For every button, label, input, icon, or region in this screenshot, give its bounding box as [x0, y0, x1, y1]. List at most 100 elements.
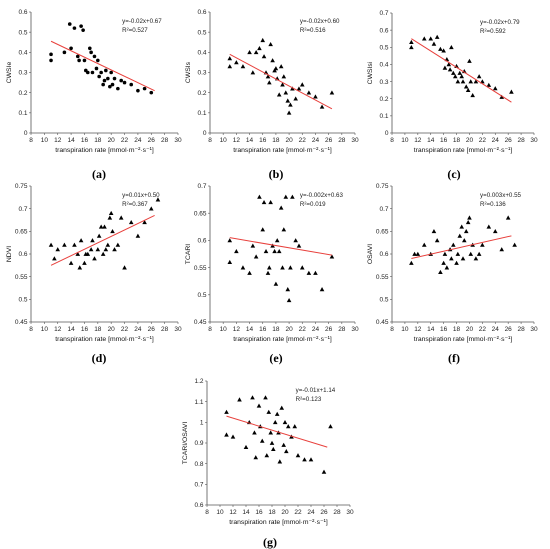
data-point [296, 243, 302, 248]
y-tick-label: 0.7 [194, 482, 203, 489]
y-tick-label: 0.5 [197, 29, 206, 36]
x-tick-label: 10 [41, 326, 49, 333]
y-tick-label: 0.5 [379, 44, 388, 51]
data-point [476, 251, 482, 256]
data-point [102, 78, 107, 83]
x-tick-label: 10 [216, 509, 224, 516]
data-point [257, 46, 262, 51]
data-point [473, 79, 479, 84]
regression-equation: y=-0.01x+1.14 [296, 387, 336, 394]
data-point [286, 297, 292, 303]
data-point [452, 74, 458, 79]
data-point [283, 194, 289, 199]
x-tick-label: 30 [351, 326, 359, 333]
x-tick-label: 8 [390, 326, 394, 333]
data-point [227, 259, 233, 264]
data-point [49, 52, 53, 57]
y-tick-label: 0.45 [15, 319, 28, 326]
x-tick-label: 24 [307, 509, 315, 516]
panel-b: 8 10 12 14 16 18 20 22 24 26 28 30 0 0.1 0.2 0.3 0.4 0.5 0… [185, 9, 359, 181]
data-point [55, 247, 61, 252]
y-tick-label: 0.4 [18, 50, 27, 57]
x-tick-label: 20 [466, 326, 474, 333]
data-point [259, 438, 265, 443]
y-tick-label: 0.55 [376, 274, 389, 281]
data-point [465, 219, 471, 225]
data-point [467, 58, 472, 63]
data-point [329, 254, 335, 259]
panel-e: 8 10 12 14 16 18 20 22 24 26 28 30 0.45 0.5 0.55 0.6 0.6… [185, 183, 359, 365]
y-tick-label: 0.45 [194, 319, 207, 326]
data-point [512, 242, 517, 247]
data-point [285, 98, 291, 103]
x-tick-label: 18 [268, 509, 276, 516]
data-point [104, 68, 108, 73]
data-point [271, 446, 276, 452]
y-tick-label: 0.8 [194, 461, 203, 468]
x-tick-label: 10 [401, 137, 409, 144]
panel-label: (b) [269, 167, 284, 181]
data-point [129, 82, 134, 87]
data-point [285, 287, 291, 292]
x-tick-label: 14 [427, 137, 435, 144]
data-point [282, 420, 288, 425]
data-point [250, 243, 256, 248]
x-tick-label: 20 [285, 137, 293, 144]
y-tick-label: 0 [385, 130, 389, 137]
regression-line [229, 53, 333, 110]
data-point [274, 238, 280, 243]
data-point [99, 70, 103, 75]
data-point [52, 256, 57, 261]
x-tick-label: 24 [492, 137, 500, 144]
y-tick-label: 1.2 [194, 378, 203, 385]
data-point [265, 270, 271, 275]
x-tick-label: 16 [81, 137, 89, 144]
data-point [459, 74, 465, 79]
data-point [476, 74, 482, 79]
x-tick-label: 14 [427, 326, 435, 333]
x-tick-label: 28 [338, 326, 346, 333]
x-tick-label: 30 [530, 137, 538, 144]
y-tick-label: 0.6 [18, 251, 27, 258]
y-tick-label: 0.65 [194, 210, 207, 217]
data-point [68, 260, 74, 265]
data-point [499, 94, 505, 99]
data-point [492, 229, 498, 234]
data-point [457, 70, 463, 75]
data-point [455, 79, 461, 84]
y-axis-title: NDVI [6, 246, 13, 262]
y-tick-label: 0.5 [18, 297, 27, 304]
data-point [260, 227, 266, 232]
x-tick-label: 28 [161, 326, 169, 333]
data-point [277, 459, 283, 464]
x-tick-label: 20 [108, 137, 116, 144]
x-tick-label: 24 [134, 137, 142, 144]
panel-d: 8 10 12 14 16 18 20 22 24 26 28 30 0.45 0.5 0.55 0.6 0.6… [6, 183, 182, 365]
data-point [253, 50, 259, 55]
x-tick-label: 12 [54, 326, 62, 333]
data-point [468, 251, 474, 256]
regression-equation: y=0.01x+0.50 [122, 192, 160, 199]
data-point [234, 248, 239, 254]
regression-line [50, 40, 155, 92]
y-tick-label: 0.75 [15, 183, 28, 190]
data-point [142, 86, 147, 91]
data-point [92, 54, 97, 59]
x-tick-label: 8 [205, 509, 209, 516]
data-point [72, 26, 77, 30]
data-point [98, 224, 104, 229]
data-point [273, 66, 279, 71]
data-point [257, 194, 262, 199]
x-tick-label: 12 [233, 137, 241, 144]
data-point [293, 238, 298, 243]
data-point [449, 44, 454, 50]
data-point [95, 247, 101, 252]
y-tick-label: 0.1 [197, 110, 206, 117]
data-point [252, 430, 257, 435]
data-point [463, 84, 469, 89]
data-point [92, 256, 97, 261]
x-tick-label: 18 [94, 326, 102, 333]
data-point [260, 37, 266, 43]
regression-equation: y=0.003x+0.55 [480, 192, 521, 199]
data-point [105, 242, 111, 247]
